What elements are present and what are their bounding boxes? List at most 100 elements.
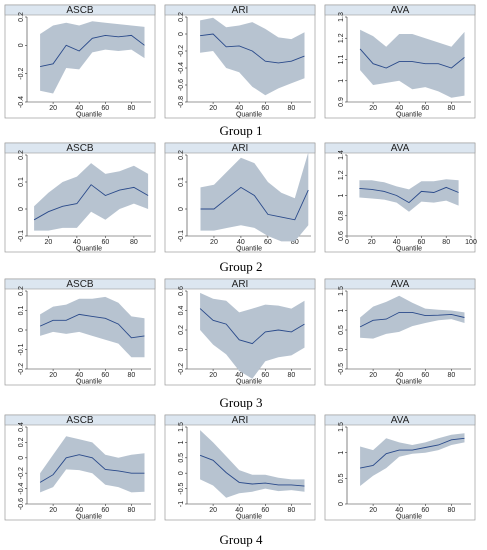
g1-ascb-ytick-label-1: -0.2: [18, 68, 25, 80]
g2-ascb-x-axis-label: Quantile: [76, 246, 102, 253]
g1-ascb-x-axis-label: Quantile: [76, 112, 102, 119]
g2-ascb-title-strip: [4, 142, 156, 154]
g3-ascb-xtick-label-0: 20: [49, 372, 57, 379]
g4-ava-ytick-label-1: 0.5: [338, 473, 345, 483]
g1-ava-ytick-label-0: 0.9: [338, 97, 345, 107]
g2-ava-ytick-label-0: 0.6: [338, 231, 345, 241]
g4-ari-title-strip: [164, 414, 316, 426]
g2-ari-title-strip: [164, 142, 316, 154]
g4-ava-estimate-line: [360, 437, 465, 469]
g1-ava-xtick-label-0: 20: [369, 105, 377, 112]
g3-ava-panel: AVA -0.5 0 0.5 1 1.5 20 40 60 80 Quantile: [324, 278, 476, 386]
g4-ari-title: ARI: [232, 415, 249, 426]
g3-ava-title: AVA: [391, 279, 410, 290]
g2-ascb-xtick-label-0: 20: [44, 239, 52, 246]
g4-ava-xtick-label-3: 80: [448, 507, 456, 514]
g2-ari-panel: ARI -0.1 0 0.1 0.2 20 40 60 80 Quantile: [164, 142, 316, 253]
g3-ari-ytick-label-2: 0.2: [178, 325, 185, 335]
g1-ari-ytick-label-3: -0.2: [178, 45, 185, 57]
g3-ava-xtick-label-0: 20: [369, 372, 377, 379]
g3-ascb-title: ASCB: [66, 279, 94, 290]
g1-ava-confidence-band: [360, 29, 465, 98]
g1-ari-ytick-label-0: -0.8: [178, 96, 185, 108]
g2-ava-title: AVA: [391, 143, 410, 154]
g1-ava-ytick-label-3: 1.2: [338, 33, 345, 43]
g3-ari-ytick-label-4: 0.6: [178, 286, 185, 296]
g4-ava-ytick-label-2: 1: [338, 451, 345, 455]
g3-ari-ytick-label-3: 0.4: [178, 306, 185, 316]
g4-ari-xtick-label-3: 80: [288, 507, 296, 514]
g1-ari-estimate-line: [200, 33, 305, 64]
g4-ascb-confidence-band: [40, 436, 145, 493]
g1-ava-title-strip: [324, 4, 476, 16]
g4-ava-frame: [324, 414, 476, 521]
g2-ava-xtick-label-3: 60: [418, 239, 426, 246]
g1-ascb-xtick-label-3: 80: [128, 105, 136, 112]
g2-ava-ytick-label-3: 1.2: [338, 170, 345, 180]
g2-ari-xtick-label-2: 60: [264, 239, 272, 246]
g3-ari-confidence-band: [200, 292, 305, 379]
g3-ascb-ytick-label-0: -0.2: [18, 363, 25, 375]
g2-ava-confidence-band: [359, 179, 459, 212]
g4-ascb-xtick-label-1: 40: [75, 507, 83, 514]
g1-ava-xtick-label-2: 60: [421, 105, 429, 112]
g3-ari-xtick-label-1: 40: [235, 372, 243, 379]
g3-ari-x-axis-label: Quantile: [236, 379, 262, 386]
g4-ari-estimate-line: [199, 454, 305, 487]
g1-ava-title: AVA: [391, 5, 410, 16]
g2-ascb-ytick-label-3: 0.2: [18, 150, 25, 160]
group-label-1: Group 1: [220, 123, 263, 138]
g3-ava-confidence-band: [360, 295, 465, 339]
g4-ascb-xtick-label-2: 60: [101, 507, 109, 514]
g3-ava-xtick-label-3: 80: [448, 372, 456, 379]
g3-ari-title: ARI: [232, 279, 249, 290]
g3-ava-title-strip: [324, 278, 476, 290]
g2-ava-xtick-label-2: 40: [393, 239, 401, 246]
g4-ari-xtick-label-1: 40: [235, 507, 243, 514]
g2-ari-estimate-line: [200, 186, 309, 221]
g3-ari-ytick-label-0: -0.2: [178, 363, 185, 375]
group-label-4: Group 4: [220, 532, 263, 547]
g1-ari-xtick-label-3: 80: [288, 105, 296, 112]
g1-ava-x-axis-label: Quantile: [396, 112, 422, 119]
g1-ava-xtick-label-1: 40: [395, 105, 403, 112]
g2-ari-ytick-label-2: 0.1: [178, 177, 185, 187]
g3-ascb-ytick-label-3: 0.1: [18, 306, 25, 316]
g4-ava-confidence-band: [360, 433, 465, 486]
g3-ascb-xtick-label-3: 80: [128, 372, 136, 379]
g1-ascb-title: ASCB: [66, 5, 94, 16]
g1-ari-xtick-label-2: 60: [261, 105, 269, 112]
g4-ava-ytick-label-3: 1.5: [338, 422, 345, 432]
g4-ascb-estimate-line: [39, 454, 145, 483]
g1-ascb-ytick-label-0: -0.4: [18, 96, 25, 108]
g1-ari-ytick-label-2: -0.4: [178, 62, 185, 74]
g3-ava-ytick-label-3: 1: [338, 308, 345, 312]
g4-ascb-ytick-label-1: -0.4: [18, 482, 25, 494]
g2-ava-xtick-label-0: 0: [345, 239, 349, 246]
g4-ava-title: AVA: [391, 415, 410, 426]
g3-ari-xtick-label-2: 60: [261, 372, 269, 379]
g2-ava-ytick-label-2: 1: [338, 193, 345, 197]
g2-ava-ytick-label-1: 0.8: [338, 211, 345, 221]
g2-ava-x-axis-label: Quantile: [396, 246, 422, 253]
g1-ari-title-strip: [164, 4, 316, 16]
g4-ari-confidence-band: [200, 430, 305, 498]
g3-ascb-x-axis-label: Quantile: [76, 379, 102, 386]
g4-ava-xtick-label-1: 40: [395, 507, 403, 514]
g1-ava-xtick-label-3: 80: [448, 105, 456, 112]
g1-ari-ytick-label-4: 0: [178, 32, 185, 36]
g4-ari-x-axis-label: Quantile: [236, 514, 262, 521]
g3-ari-panel: ARI -0.2 0 0.2 0.4 0.6 20 40 60 80 Quantile: [164, 278, 316, 386]
g4-ascb-panel: ASCB -0.6 -0.4 -0.2 0 0.2 0.4 20 40 60 80 Quantile: [4, 414, 156, 521]
g2-ava-estimate-line: [359, 186, 459, 204]
g1-ari-xtick-label-1: 40: [235, 105, 243, 112]
g4-ascb-ytick-label-2: -0.2: [18, 467, 25, 479]
g1-ascb-xtick-label-1: 40: [75, 105, 83, 112]
g1-ari-title: ARI: [232, 5, 249, 16]
g1-ari-x-axis-label: Quantile: [236, 112, 262, 119]
g2-ascb-ytick-label-0: -0.1: [18, 230, 25, 242]
g3-ascb-ytick-label-4: 0.2: [18, 286, 25, 296]
g1-ava-ytick-label-2: 1.1: [338, 55, 345, 65]
g4-ari-ytick-label-2: 0: [178, 471, 185, 475]
g3-ascb-xtick-label-1: 40: [75, 372, 83, 379]
